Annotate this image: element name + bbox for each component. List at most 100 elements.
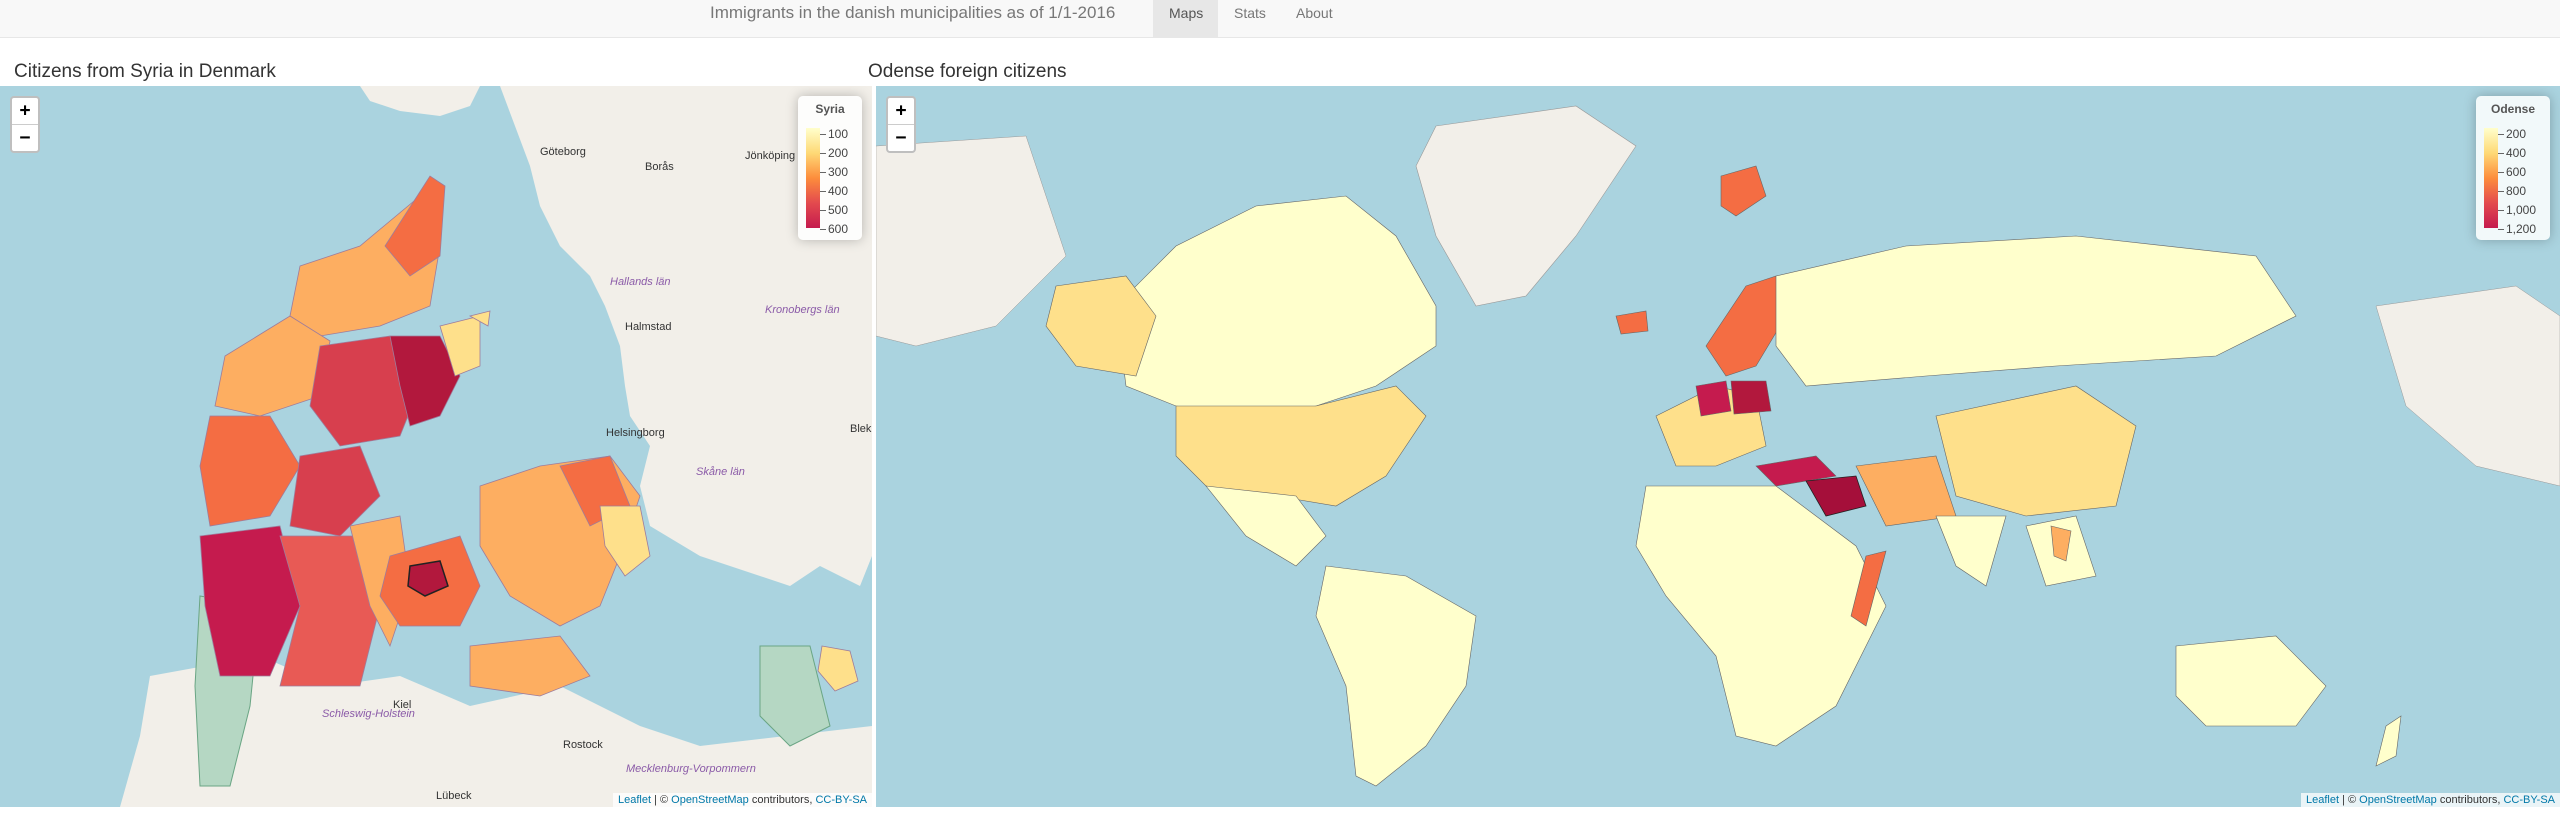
left-legend-tick: [820, 191, 826, 192]
left-zoom-in-button[interactable]: +: [19, 100, 31, 121]
right-legend-label-1200: 1,200: [2506, 222, 2537, 236]
vietnam-thailand: [2050, 525, 2072, 562]
denmark-map-canvas[interactable]: [0, 86, 872, 807]
right-legend-title: Odense: [2490, 102, 2535, 116]
tab-about[interactable]: About: [1296, 5, 1333, 21]
syria-iraq: [1805, 475, 1867, 517]
attribution-separator: | ©: [651, 794, 672, 806]
left-zoom-control: + −: [10, 96, 40, 153]
leaflet-link[interactable]: Leaflet: [617, 794, 651, 806]
left-legend-tick: [820, 172, 826, 173]
lolland-falster: [469, 635, 591, 697]
place-label-boras: Borås: [645, 161, 674, 173]
america-right-wrap: [2375, 285, 2560, 487]
right-attribution: Leaflet | © OpenStreetMap contributors, …: [2300, 793, 2560, 807]
africa: [1635, 485, 1887, 747]
left-legend-tick: [820, 229, 826, 230]
left-legend-ramp: [806, 128, 820, 228]
right-legend: Odense 200 400 600 800 1,000 1,200: [2476, 96, 2550, 240]
place-label-lubeck: Lübeck: [436, 790, 472, 802]
left-legend-label-200: 200: [828, 146, 849, 160]
germany: [1695, 380, 1732, 417]
right-zoom-in-button[interactable]: +: [895, 100, 907, 121]
aarhus-region: [389, 335, 461, 427]
asia-left-wrap: [876, 135, 1067, 347]
place-label-goteborg: Göteborg: [540, 146, 586, 158]
place-label-jonkoping: Jönköping: [745, 150, 796, 162]
right-legend-label-400: 400: [2506, 146, 2527, 160]
place-label-kronobergs-lan: Kronobergs län: [765, 304, 840, 316]
right-legend-tick: [2498, 134, 2504, 135]
right-legend-label-1000: 1,000: [2506, 203, 2537, 217]
right-legend-tick: [2498, 191, 2504, 192]
attribution-contributors: contributors,: [748, 794, 816, 806]
left-attribution: Leaflet | © OpenStreetMap contributors, …: [612, 793, 872, 807]
norway-land: [360, 86, 480, 116]
left-legend-label-500: 500: [828, 203, 849, 217]
right-zoom-out-button[interactable]: −: [888, 124, 914, 151]
place-label-hallands-lan: Hallands län: [610, 276, 671, 288]
left-legend-title: Syria: [815, 102, 845, 116]
copenhagen-area: [599, 505, 651, 577]
left-panel-title: Citizens from Syria in Denmark: [14, 61, 276, 82]
mexico: [1205, 485, 1327, 567]
tab-stats[interactable]: Stats: [1234, 5, 1266, 21]
world-map-canvas[interactable]: [876, 86, 2560, 807]
odense-municipality: [407, 560, 449, 597]
place-label-skane-lan: Skåne län: [696, 466, 745, 478]
right-legend-tick: [2498, 229, 2504, 230]
bornholm: [817, 645, 859, 692]
top-navbar: Immigrants in the danish municipalities …: [0, 0, 2560, 38]
jutland-mid-east: [289, 445, 381, 537]
denmark-map[interactable]: Göteborg Borås Jönköping Hallands län Kr…: [0, 86, 872, 807]
world-map[interactable]: + − Odense 200 400 600 800 1,000 1,200 L…: [876, 86, 2560, 807]
alaska: [1045, 275, 1157, 377]
united-states: [1175, 385, 1427, 507]
greenland: [1415, 105, 1637, 307]
svalbard: [1720, 165, 1767, 217]
somalia: [1850, 550, 1887, 627]
left-legend-tick: [820, 153, 826, 154]
turkey: [1755, 455, 1837, 487]
right-legend-label-800: 800: [2506, 184, 2527, 198]
place-label-mecklenburg-vorpommern: Mecklenburg-Vorpommern: [626, 763, 756, 775]
right-legend-label-600: 600: [2506, 165, 2527, 179]
tab-maps[interactable]: Maps: [1153, 0, 1218, 37]
australia: [2175, 635, 2327, 727]
anholt: [468, 310, 491, 327]
left-zoom-out-button[interactable]: −: [12, 124, 38, 151]
right-legend-ramp: [2484, 128, 2498, 228]
jutland-southwest: [199, 525, 301, 677]
russia: [1775, 235, 2297, 387]
left-legend-tick: [820, 134, 826, 135]
leaflet-link[interactable]: Leaflet: [2305, 794, 2339, 806]
left-legend-tick: [820, 210, 826, 211]
left-legend: Syria 100 200 300 400 500 600: [798, 96, 862, 240]
jutland-north-tip: [384, 175, 446, 277]
sweden-land: [500, 86, 872, 586]
jutland-center-west: [199, 415, 301, 527]
openstreetmap-link[interactable]: OpenStreetMap: [671, 794, 749, 806]
right-legend-tick: [2498, 172, 2504, 173]
place-label-rostock: Rostock: [563, 739, 603, 751]
place-label-helsingborg: Helsingborg: [606, 427, 665, 439]
left-legend-label-100: 100: [828, 127, 849, 141]
place-label-schleswig-holstein: Schleswig-Holstein: [322, 708, 415, 720]
right-legend-tick: [2498, 210, 2504, 211]
attribution-separator: | ©: [2339, 794, 2360, 806]
left-legend-label-600: 600: [828, 222, 849, 236]
poland: [1730, 380, 1772, 415]
license-link[interactable]: CC-BY-SA: [2503, 794, 2555, 806]
place-label-halmstad: Halmstad: [625, 321, 672, 333]
right-legend-tick: [2498, 153, 2504, 154]
attribution-contributors: contributors,: [2436, 794, 2504, 806]
left-legend-label-400: 400: [828, 184, 849, 198]
license-link[interactable]: CC-BY-SA: [815, 794, 867, 806]
openstreetmap-link[interactable]: OpenStreetMap: [2359, 794, 2437, 806]
place-label-kiel: Kiel: [393, 699, 412, 711]
china: [1935, 385, 2137, 517]
place-label-blekinge: Blek: [850, 423, 872, 435]
right-zoom-control: + −: [886, 96, 916, 153]
right-panel-title: Odense foreign citizens: [868, 61, 1067, 82]
djursland: [439, 315, 481, 377]
